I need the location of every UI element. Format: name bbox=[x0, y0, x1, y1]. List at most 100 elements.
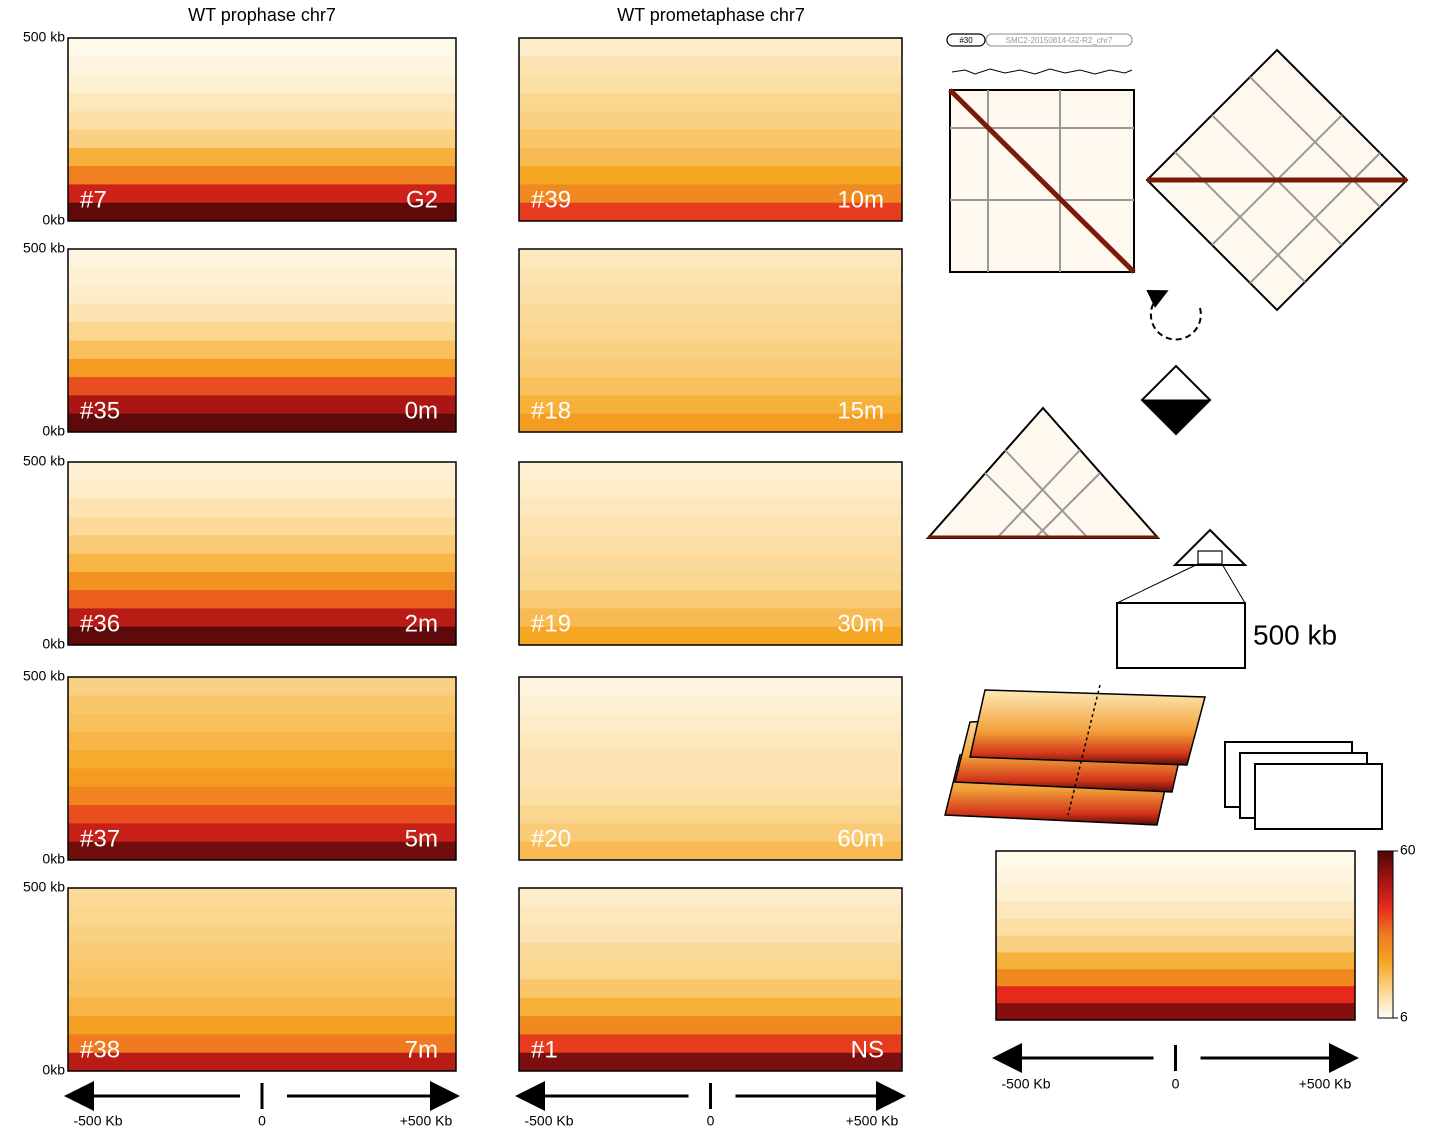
track-id: #30 bbox=[959, 36, 973, 45]
heatmap-row bbox=[519, 943, 902, 962]
y-label: 500 kb bbox=[23, 240, 65, 256]
heatmap-row bbox=[519, 590, 902, 609]
x-label: 0 bbox=[707, 1113, 715, 1129]
heatmap: #37 5m bbox=[68, 677, 456, 861]
heatmap-row bbox=[68, 554, 456, 573]
heatmap-row bbox=[68, 961, 456, 980]
heatmap-row bbox=[519, 980, 902, 999]
heatmap-row bbox=[68, 998, 456, 1017]
heatmap-row bbox=[519, 267, 902, 286]
panel-label: #7 bbox=[80, 186, 107, 213]
heatmap-row bbox=[68, 414, 456, 433]
heatmap-row bbox=[519, 56, 902, 75]
panel-label: #19 bbox=[531, 610, 571, 637]
heatmap-row bbox=[68, 750, 456, 769]
heatmap-row bbox=[68, 677, 456, 696]
heatmap-row bbox=[996, 919, 1355, 936]
heatmap-row bbox=[519, 769, 902, 788]
heatmap: #362m bbox=[68, 462, 456, 646]
heatmap-row bbox=[68, 359, 456, 378]
heatmap-row bbox=[519, 1053, 902, 1072]
heatmap-row bbox=[996, 969, 1355, 986]
heatmap-row bbox=[68, 823, 456, 842]
panel-time: 15m bbox=[837, 397, 884, 424]
heatmap-row bbox=[68, 714, 456, 733]
heatmap-row bbox=[519, 499, 902, 518]
heatmap-row bbox=[996, 986, 1355, 1003]
heatmap-row bbox=[519, 166, 902, 185]
heatmap-row bbox=[996, 952, 1355, 969]
schematic: #30 SMC2-20150814-G2-R2_chr7 500 kb bbox=[928, 34, 1407, 829]
heatmap-row bbox=[519, 1016, 902, 1035]
column-title: WT prophase chr7 bbox=[188, 5, 336, 25]
heatmap-row bbox=[68, 304, 456, 323]
heatmap-row bbox=[68, 572, 456, 591]
panel-time: 60m bbox=[837, 825, 884, 852]
panel-time: 10m bbox=[837, 186, 884, 213]
heatmap-row bbox=[996, 885, 1355, 902]
x-label: -500 Kb bbox=[524, 1113, 573, 1129]
page: WT prophase chr7 WT prometaphase chr7 #3… bbox=[0, 0, 1435, 1141]
heatmap-row bbox=[68, 130, 456, 149]
heatmap-row bbox=[68, 249, 456, 268]
heatmap-row bbox=[996, 902, 1355, 919]
heatmap-row bbox=[68, 322, 456, 341]
heatmap-row bbox=[68, 769, 456, 788]
heatmap: #2060m bbox=[519, 677, 902, 861]
heatmap-row bbox=[519, 750, 902, 769]
y-label: 0kb bbox=[42, 423, 65, 439]
heatmap-row bbox=[519, 554, 902, 573]
x-label: -500 Kb bbox=[73, 1113, 122, 1129]
heatmap-row bbox=[519, 148, 902, 167]
heatmap-row bbox=[68, 842, 456, 861]
panel-label: #37 bbox=[80, 825, 120, 852]
heatmap-row bbox=[68, 1034, 456, 1053]
x-label: -500 Kb bbox=[1001, 1076, 1050, 1092]
heatmap-row bbox=[68, 462, 456, 481]
heatmap: #19 30m bbox=[519, 462, 902, 646]
heatmap-row bbox=[519, 677, 902, 696]
colorbar-tick-label: 6 bbox=[1400, 1009, 1408, 1025]
heatmap-row bbox=[68, 341, 456, 360]
heatmap-row bbox=[68, 148, 456, 167]
heatmap-row bbox=[68, 111, 456, 130]
panel-label: #1 bbox=[531, 1036, 558, 1063]
heatmap bbox=[996, 851, 1355, 1021]
heatmap-row bbox=[68, 184, 456, 203]
heatmap-row bbox=[68, 395, 456, 414]
panel-label: #38 bbox=[80, 1036, 120, 1063]
heatmap-row bbox=[519, 304, 902, 323]
heatmap-row bbox=[996, 868, 1355, 885]
y-label: 500 kb bbox=[23, 453, 65, 469]
x-label: +500 Kb bbox=[846, 1113, 899, 1129]
heatmap-row bbox=[68, 267, 456, 286]
heatmap-row bbox=[68, 480, 456, 499]
x-label: +500 Kb bbox=[1299, 1076, 1352, 1092]
y-label: 0kb bbox=[42, 851, 65, 867]
heatmap-row bbox=[519, 787, 902, 806]
x-label: +500 Kb bbox=[400, 1113, 453, 1129]
heatmap-row bbox=[519, 998, 902, 1017]
heatmap-row bbox=[68, 1053, 456, 1072]
panel-label: #18 bbox=[531, 397, 571, 424]
heatmap-row bbox=[996, 1003, 1355, 1020]
panel-time: 30m bbox=[837, 610, 884, 637]
heatmap: #3910m bbox=[519, 38, 902, 222]
heatmap: #350m bbox=[68, 249, 456, 433]
heatmap-row bbox=[519, 75, 902, 94]
heatmap-row bbox=[996, 936, 1355, 953]
heatmap-row bbox=[68, 805, 456, 824]
scale-label: 500 kb bbox=[1253, 619, 1337, 650]
heatmap: #18 15m bbox=[519, 249, 902, 433]
heatmap-row bbox=[68, 166, 456, 185]
panel-label: #35 bbox=[80, 397, 120, 424]
heatmap-row bbox=[519, 38, 902, 57]
heatmap-row bbox=[519, 359, 902, 378]
heatmap-row bbox=[68, 517, 456, 536]
heatmap-row bbox=[519, 341, 902, 360]
heatmap-row bbox=[68, 695, 456, 714]
heatmap-row bbox=[68, 906, 456, 925]
panel-time: 5m bbox=[405, 825, 438, 852]
heatmap-row bbox=[519, 572, 902, 591]
